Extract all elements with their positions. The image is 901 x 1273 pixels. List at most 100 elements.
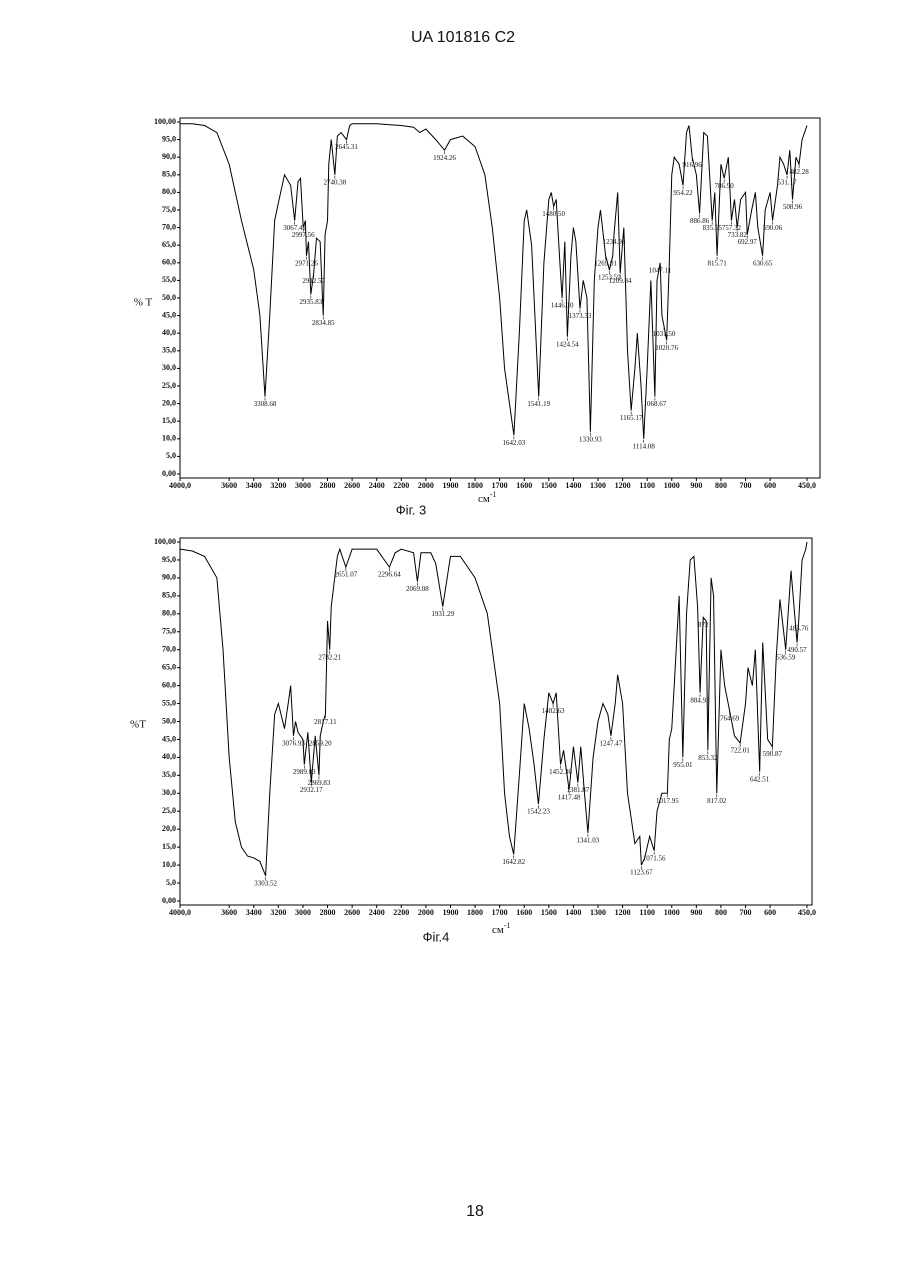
peak-label: 1931.29 bbox=[431, 610, 454, 618]
peak-label: 1047.11 bbox=[649, 266, 672, 274]
peak-label: 590.06 bbox=[763, 224, 783, 232]
peak-label: 3308.68 bbox=[254, 400, 277, 408]
y-tick-label: 75,0 bbox=[162, 627, 176, 636]
y-tick-label: 30,0 bbox=[162, 363, 176, 372]
y-tick-label: 25,0 bbox=[162, 381, 176, 390]
x-tick-label: 3200 bbox=[270, 481, 286, 490]
peak-label: 853.32 bbox=[698, 754, 718, 762]
peak-label: 490.57 bbox=[787, 646, 807, 654]
spectrum-line bbox=[180, 542, 807, 876]
y-axis-label: %T bbox=[130, 719, 146, 731]
peak-label: 1068.67 bbox=[644, 400, 667, 408]
peak-label: 2869.83 bbox=[308, 779, 331, 787]
peak-label: 1234.98 bbox=[603, 238, 626, 246]
x-tick-label: 3000 bbox=[295, 481, 311, 490]
y-tick-label: 40,0 bbox=[162, 328, 176, 337]
peak-label: 1330.93 bbox=[579, 435, 602, 443]
y-tick-label: 30,0 bbox=[162, 788, 176, 797]
y-tick-label: 95,0 bbox=[162, 134, 176, 143]
x-tick-label: 900 bbox=[690, 908, 702, 917]
peak-label: 1642.03 bbox=[503, 439, 526, 447]
ir-spectrum-chart: 0,005,010,015,020,025,030,035,040,045,05… bbox=[130, 537, 816, 945]
y-tick-label: 85,0 bbox=[162, 170, 176, 179]
x-tick-label: 2000 bbox=[418, 481, 434, 490]
y-tick-label: 65,0 bbox=[162, 662, 176, 671]
peak-label: 764.69 bbox=[720, 714, 740, 722]
document-page: UA 101816 C2 18 0,005,010,015,020,025,03… bbox=[0, 0, 901, 1273]
y-tick-label: 50,0 bbox=[162, 293, 176, 302]
y-tick-label: 10,0 bbox=[162, 860, 176, 869]
y-tick-label: 25,0 bbox=[162, 806, 176, 815]
x-tick-label: 2000 bbox=[418, 908, 434, 917]
peak-label: 1417.48 bbox=[558, 793, 581, 801]
y-tick-label: 60,0 bbox=[162, 680, 176, 689]
x-tick-label: 2800 bbox=[320, 908, 336, 917]
y-tick-label: 70,0 bbox=[162, 222, 176, 231]
peak-label: 482.28 bbox=[789, 168, 809, 176]
x-tick-label: 3200 bbox=[270, 908, 286, 917]
y-tick-label: 0,00 bbox=[162, 469, 176, 478]
x-tick-label: 3000 bbox=[295, 908, 311, 917]
peak-label: 2645.31 bbox=[335, 143, 358, 151]
x-tick-label: 2200 bbox=[393, 481, 409, 490]
peak-label: 1482.63 bbox=[542, 707, 565, 715]
x-axis-label-exponent: -1 bbox=[490, 490, 497, 499]
x-tick-label: 1800 bbox=[467, 481, 483, 490]
peak-label: 531.17 bbox=[777, 178, 797, 186]
peak-label: 2932.17 bbox=[300, 786, 323, 794]
x-tick-label: 1900 bbox=[442, 908, 458, 917]
peak-label: 2740.38 bbox=[323, 178, 346, 186]
peak-label: 884.93 bbox=[690, 696, 710, 704]
x-tick-label: 1500 bbox=[541, 481, 557, 490]
x-tick-label: 1800 bbox=[467, 908, 483, 917]
x-tick-label: 1400 bbox=[565, 908, 581, 917]
y-tick-label: 100,00 bbox=[154, 537, 176, 546]
y-tick-label: 15,0 bbox=[162, 416, 176, 425]
y-tick-label: 55,0 bbox=[162, 275, 176, 284]
peak-label: 1424.54 bbox=[556, 340, 579, 348]
y-tick-label: 85,0 bbox=[162, 591, 176, 600]
peak-label: 3076.93 bbox=[282, 739, 305, 747]
x-tick-label: 1200 bbox=[615, 908, 631, 917]
peak-label: 1452.36 bbox=[549, 768, 572, 776]
peak-label: 1541.19 bbox=[527, 400, 550, 408]
y-tick-label: 40,0 bbox=[162, 752, 176, 761]
x-tick-label: 1200 bbox=[615, 481, 631, 490]
x-tick-label: 600 bbox=[764, 908, 776, 917]
x-tick-label: 2400 bbox=[369, 481, 385, 490]
page-number: 18 bbox=[466, 1203, 484, 1220]
y-tick-label: 90,0 bbox=[162, 152, 176, 161]
x-axis-label-base: см bbox=[478, 493, 490, 505]
y-tick-label: 90,0 bbox=[162, 573, 176, 582]
y-tick-label: 35,0 bbox=[162, 770, 176, 779]
x-tick-label: 1600 bbox=[516, 481, 532, 490]
peak-label: 2782.21 bbox=[318, 653, 341, 661]
y-tick-label: 65,0 bbox=[162, 240, 176, 249]
peak-label: 1269.01 bbox=[594, 259, 617, 267]
x-tick-label: 2800 bbox=[320, 481, 336, 490]
y-tick-label: 5,0 bbox=[166, 451, 176, 460]
x-tick-label: 800 bbox=[715, 481, 727, 490]
peak-label: 817.02 bbox=[707, 797, 727, 805]
x-tick-label: 2200 bbox=[393, 908, 409, 917]
x-axis-label: см-1 bbox=[492, 921, 511, 936]
x-tick-label: 4000,0 bbox=[169, 908, 191, 917]
peak-label: 955.01 bbox=[673, 761, 693, 769]
peak-label: 590.87 bbox=[763, 750, 783, 758]
x-tick-label: 450,0 bbox=[798, 481, 816, 490]
peak-label: 1123.67 bbox=[630, 869, 653, 877]
y-axis-label: % T bbox=[134, 297, 153, 309]
peak-label: 835.55 bbox=[703, 224, 723, 232]
figure-caption: Фіг.4 bbox=[423, 929, 450, 944]
x-tick-label: 3600 bbox=[221, 908, 237, 917]
peak-label: 1209.84 bbox=[609, 277, 632, 285]
x-tick-label: 1500 bbox=[541, 908, 557, 917]
peak-label: 2989.03 bbox=[293, 768, 316, 776]
spectrum-line bbox=[180, 124, 807, 439]
x-tick-label: 1700 bbox=[492, 908, 508, 917]
peak-label: 872 bbox=[698, 621, 709, 629]
peak-label: 2859.20 bbox=[309, 739, 332, 747]
y-tick-label: 75,0 bbox=[162, 205, 176, 214]
peak-label: 2651.07 bbox=[334, 571, 357, 579]
x-tick-label: 1900 bbox=[442, 481, 458, 490]
